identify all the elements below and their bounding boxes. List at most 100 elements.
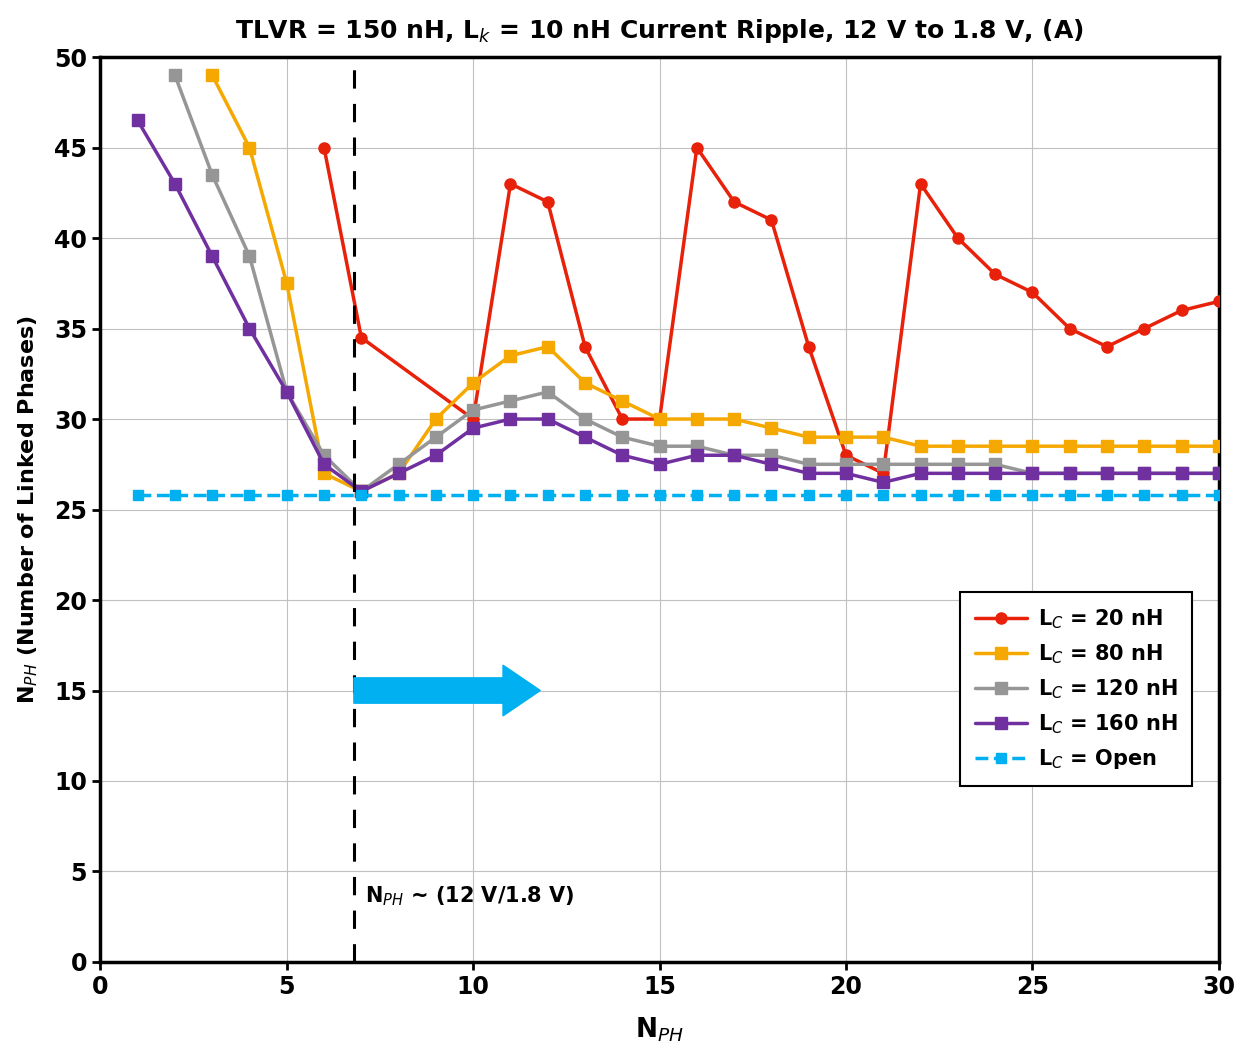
L$_C$ = 20 nH: [1025, 286, 1040, 299]
L$_C$ = 20 nH: [1137, 323, 1152, 335]
L$_C$ = 20 nH: [1062, 323, 1077, 335]
L$_C$ = 160 nH: [764, 458, 779, 471]
L$_C$ = 20 nH: [1174, 305, 1189, 317]
L$_C$ = 80 nH: [577, 377, 592, 389]
Line: L$_C$ = 20 nH: L$_C$ = 20 nH: [318, 142, 1224, 479]
L$_C$ = 120 nH: [801, 458, 816, 471]
L$_C$ = 20 nH: [615, 413, 630, 425]
L$_C$ = 120 nH: [317, 449, 332, 462]
L$_C$ = 160 nH: [988, 467, 1003, 480]
L$_C$ = 120 nH: [652, 440, 667, 453]
L$_C$ = Open: [1174, 489, 1189, 502]
L$_C$ = 120 nH: [988, 458, 1003, 471]
L$_C$ = 160 nH: [1212, 467, 1227, 480]
L$_C$ = 160 nH: [839, 467, 854, 480]
L$_C$ = 20 nH: [354, 331, 369, 344]
Line: L$_C$ = 160 nH: L$_C$ = 160 nH: [131, 115, 1224, 497]
L$_C$ = 20 nH: [764, 213, 779, 226]
L$_C$ = 120 nH: [1099, 467, 1114, 480]
L$_C$ = 160 nH: [1137, 467, 1152, 480]
L$_C$ = 120 nH: [690, 440, 705, 453]
L$_C$ = Open: [466, 489, 481, 502]
L$_C$ = 80 nH: [317, 467, 332, 480]
L$_C$ = 20 nH: [950, 231, 965, 244]
L$_C$ = Open: [204, 489, 219, 502]
L$_C$ = Open: [130, 489, 145, 502]
L$_C$ = 80 nH: [1174, 440, 1189, 453]
L$_C$ = 80 nH: [204, 69, 219, 82]
L$_C$ = 20 nH: [839, 449, 854, 462]
L$_C$ = 160 nH: [1174, 467, 1189, 480]
L$_C$ = Open: [1062, 489, 1077, 502]
L$_C$ = 160 nH: [1025, 467, 1040, 480]
L$_C$ = 160 nH: [354, 485, 369, 498]
L$_C$ = 120 nH: [1137, 467, 1152, 480]
L$_C$ = 20 nH: [1099, 341, 1114, 353]
L$_C$ = Open: [317, 489, 332, 502]
L$_C$ = 80 nH: [242, 141, 257, 154]
L$_C$ = 160 nH: [317, 458, 332, 471]
L$_C$ = 160 nH: [950, 467, 965, 480]
L$_C$ = 160 nH: [615, 449, 630, 462]
L$_C$ = 120 nH: [1025, 467, 1040, 480]
L$_C$ = Open: [503, 489, 518, 502]
L$_C$ = 120 nH: [615, 431, 630, 443]
L$_C$ = 120 nH: [168, 69, 183, 82]
L$_C$ = 160 nH: [168, 177, 183, 190]
L$_C$ = 120 nH: [726, 449, 741, 462]
L$_C$ = 160 nH: [652, 458, 667, 471]
L$_C$ = 20 nH: [988, 268, 1003, 281]
L$_C$ = Open: [354, 489, 369, 502]
L$_C$ = 160 nH: [1062, 467, 1077, 480]
L$_C$ = Open: [168, 489, 183, 502]
L$_C$ = 120 nH: [839, 458, 854, 471]
L$_C$ = 80 nH: [503, 349, 518, 362]
L$_C$ = 80 nH: [1137, 440, 1152, 453]
L$_C$ = Open: [913, 489, 928, 502]
L$_C$ = Open: [1025, 489, 1040, 502]
L$_C$ = Open: [391, 489, 406, 502]
L$_C$ = 20 nH: [913, 177, 928, 190]
L$_C$ = 80 nH: [466, 377, 481, 389]
L$_C$ = 80 nH: [428, 413, 443, 425]
L$_C$ = 80 nH: [690, 413, 705, 425]
L$_C$ = Open: [242, 489, 257, 502]
Text: N$_{PH}$ ~ (12 V/1.8 V): N$_{PH}$ ~ (12 V/1.8 V): [366, 884, 575, 907]
L$_C$ = 160 nH: [466, 421, 481, 434]
L$_C$ = 80 nH: [876, 431, 891, 443]
L$_C$ = Open: [988, 489, 1003, 502]
Title: TLVR = 150 nH, L$_k$ = 10 nH Current Ripple, 12 V to 1.8 V, (A): TLVR = 150 nH, L$_k$ = 10 nH Current Rip…: [235, 17, 1084, 45]
L$_C$ = 80 nH: [839, 431, 854, 443]
L$_C$ = 120 nH: [391, 458, 406, 471]
Legend: L$_C$ = 20 nH, L$_C$ = 80 nH, L$_C$ = 120 nH, L$_C$ = 160 nH, L$_C$ = Open: L$_C$ = 20 nH, L$_C$ = 80 nH, L$_C$ = 12…: [960, 592, 1192, 786]
L$_C$ = 120 nH: [503, 395, 518, 407]
L$_C$ = 160 nH: [279, 385, 294, 398]
L$_C$ = Open: [428, 489, 443, 502]
L$_C$ = Open: [950, 489, 965, 502]
L$_C$ = 20 nH: [876, 467, 891, 480]
L$_C$ = 120 nH: [428, 431, 443, 443]
L$_C$ = Open: [876, 489, 891, 502]
L$_C$ = Open: [540, 489, 555, 502]
L$_C$ = Open: [1099, 489, 1114, 502]
L$_C$ = 80 nH: [1025, 440, 1040, 453]
L$_C$ = 20 nH: [577, 341, 592, 353]
L$_C$ = 80 nH: [1212, 440, 1227, 453]
L$_C$ = 120 nH: [876, 458, 891, 471]
L$_C$ = 120 nH: [913, 458, 928, 471]
L$_C$ = 80 nH: [391, 467, 406, 480]
L$_C$ = Open: [690, 489, 705, 502]
L$_C$ = 80 nH: [1099, 440, 1114, 453]
L$_C$ = 80 nH: [950, 440, 965, 453]
L$_C$ = 80 nH: [1062, 440, 1077, 453]
L$_C$ = 160 nH: [577, 431, 592, 443]
L$_C$ = 120 nH: [1212, 467, 1227, 480]
L$_C$ = Open: [1212, 489, 1227, 502]
L$_C$ = 120 nH: [1062, 467, 1077, 480]
Y-axis label: N$_{PH}$ (Number of Linked Phases): N$_{PH}$ (Number of Linked Phases): [16, 315, 40, 703]
L$_C$ = 160 nH: [428, 449, 443, 462]
Line: L$_C$ = 80 nH: L$_C$ = 80 nH: [207, 70, 1224, 497]
L$_C$ = 80 nH: [615, 395, 630, 407]
L$_C$ = Open: [615, 489, 630, 502]
L$_C$ = 80 nH: [726, 413, 741, 425]
